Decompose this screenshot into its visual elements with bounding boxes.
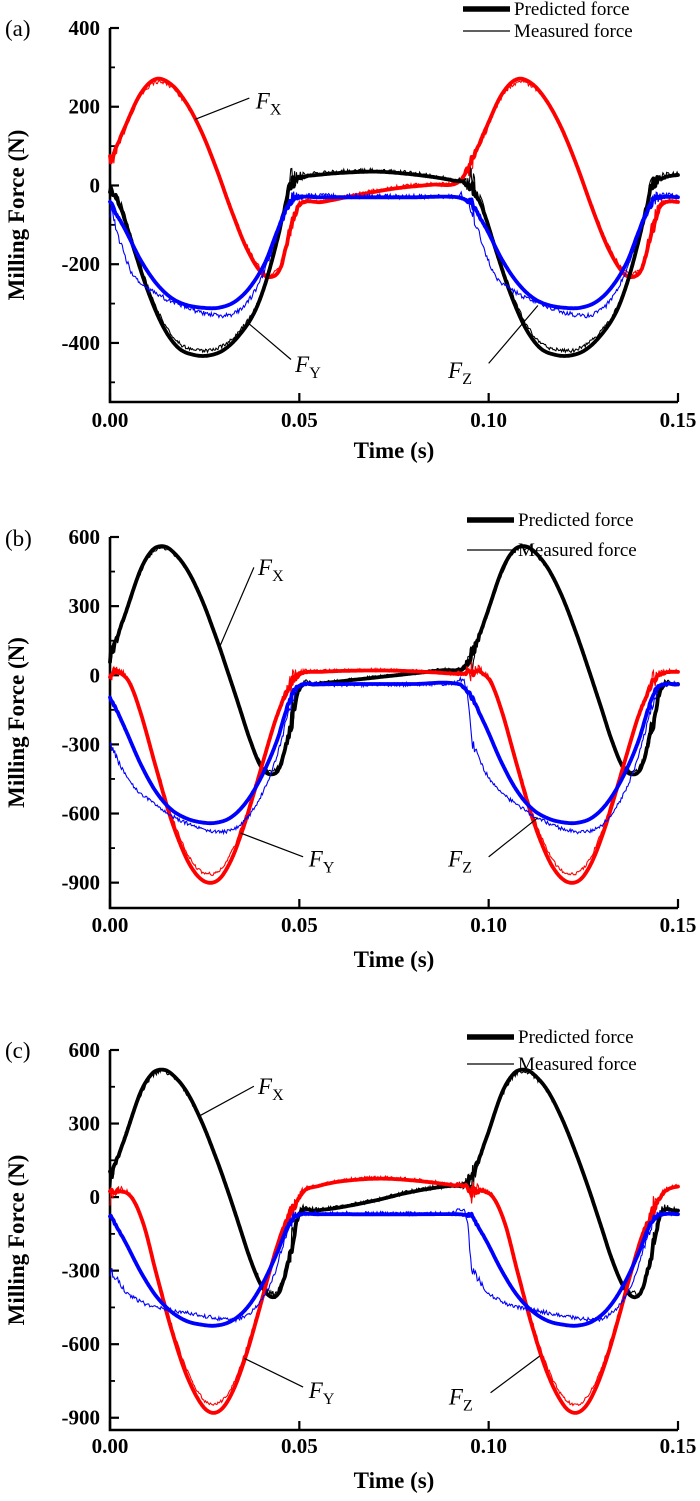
x-tick-label: 0.05 — [281, 913, 318, 937]
annotation-leader-Y — [248, 323, 292, 360]
x-tick-label: 0.15 — [660, 1434, 697, 1458]
annotation-leader-X — [219, 567, 255, 647]
annotation-leader-Z — [488, 817, 539, 858]
y-tick-label: 400 — [69, 16, 101, 40]
y-tick-label: -900 — [62, 871, 101, 895]
x-tick-label: 0.10 — [470, 913, 507, 937]
annotation-leader-X — [198, 1085, 255, 1117]
y-tick-label: -900 — [62, 1406, 101, 1430]
annotation-leader-Z — [488, 305, 539, 364]
y-tick-label: -200 — [62, 252, 101, 276]
y-tick-label: -400 — [62, 331, 101, 355]
legend-label: Predicted force — [518, 510, 634, 531]
y-axis-title: Milling Force (N) — [4, 1155, 29, 1326]
y-tick-label: -600 — [62, 1332, 101, 1356]
x-tick-label: 0.15 — [660, 913, 697, 937]
series-FZ-measured — [109, 675, 679, 836]
series-FZ-predicted — [108, 194, 680, 311]
series-FY-predicted — [108, 1176, 680, 1415]
series-FX-measured — [109, 546, 679, 774]
x-axis-title: Time (s) — [354, 438, 435, 463]
curve-label-FZ: FZ — [447, 847, 472, 877]
series-FY-predicted — [108, 667, 680, 885]
x-tick-label: 0.10 — [470, 1434, 507, 1458]
panel-label: (a) — [5, 16, 31, 41]
x-tick-label: 0.05 — [281, 408, 318, 432]
y-axis-title: Milling Force (N) — [4, 637, 29, 808]
series-FX-predicted — [108, 1067, 680, 1300]
series-FZ-predicted — [108, 680, 680, 826]
series-FX-measured — [109, 79, 679, 277]
y-tick-label: 0 — [90, 663, 101, 687]
y-tick-label: 200 — [69, 95, 101, 119]
legend-label: Measured force — [518, 1054, 637, 1075]
x-tick-label: 0.15 — [660, 408, 697, 432]
curve-label-FY: FY — [308, 1378, 335, 1408]
annotation-leader-X — [194, 97, 250, 120]
panel-label: (b) — [5, 526, 32, 551]
y-tick-label: 0 — [90, 173, 101, 197]
annotation-leader-Z — [490, 1355, 541, 1394]
x-tick-label: 0.00 — [92, 913, 129, 937]
chart-panel-b: 600 300 0 -300 -600 -900 0.00 0.05 0.10 0.15 Time … — [4, 510, 697, 972]
y-tick-label: 600 — [69, 1038, 101, 1062]
series-FX-predicted — [108, 76, 680, 279]
series-FY-measured — [109, 1174, 679, 1407]
chart-panel-a: 400 200 0 -200 -400 0.00 0.05 0.10 0.15 Time (s) M… — [4, 0, 697, 463]
y-tick-label: 300 — [69, 594, 101, 618]
y-tick-label: 0 — [90, 1185, 101, 1209]
series-FX-predicted — [108, 544, 680, 777]
legend-label: Measured force — [518, 540, 637, 561]
curve-label-FX: FX — [257, 555, 284, 585]
curve-label-FZ: FZ — [447, 358, 472, 388]
series-FY-predicted — [108, 169, 680, 358]
series-FY-measured — [109, 661, 679, 876]
x-axis-title: Time (s) — [354, 947, 435, 972]
x-tick-label: 0.00 — [92, 1434, 129, 1458]
annotation-leader-Y — [240, 832, 304, 858]
curve-label-FZ: FZ — [448, 1384, 473, 1414]
x-tick-label: 0.00 — [92, 408, 129, 432]
curve-label-FX: FX — [255, 89, 282, 119]
series-FZ-measured — [109, 1208, 679, 1324]
y-tick-label: 600 — [69, 525, 101, 549]
y-axis-title: Milling Force (N) — [4, 130, 29, 301]
series-FZ-predicted — [108, 1211, 680, 1328]
x-tick-label: 0.05 — [281, 1434, 318, 1458]
panel-label: (c) — [5, 1038, 31, 1063]
curve-label-FY: FY — [294, 352, 321, 382]
legend-label: Predicted force — [518, 1027, 634, 1048]
y-tick-label: -300 — [62, 732, 101, 756]
annotation-leader-Y — [244, 1357, 304, 1388]
curve-label-FX: FX — [257, 1074, 284, 1104]
legend-label: Predicted force — [514, 0, 630, 20]
curve-label-FY: FY — [308, 847, 335, 877]
x-tick-label: 0.10 — [470, 408, 507, 432]
chart-panel-c: 600 300 0 -300 -600 -900 0.00 0.05 0.10 0.15 Time … — [4, 1027, 697, 1493]
x-axis-title: Time (s) — [354, 1468, 435, 1493]
y-tick-label: -300 — [62, 1259, 101, 1283]
legend-label: Measured force — [514, 21, 633, 42]
y-tick-label: 300 — [69, 1112, 101, 1136]
y-tick-label: -600 — [62, 802, 101, 826]
axis-spines — [108, 537, 678, 910]
